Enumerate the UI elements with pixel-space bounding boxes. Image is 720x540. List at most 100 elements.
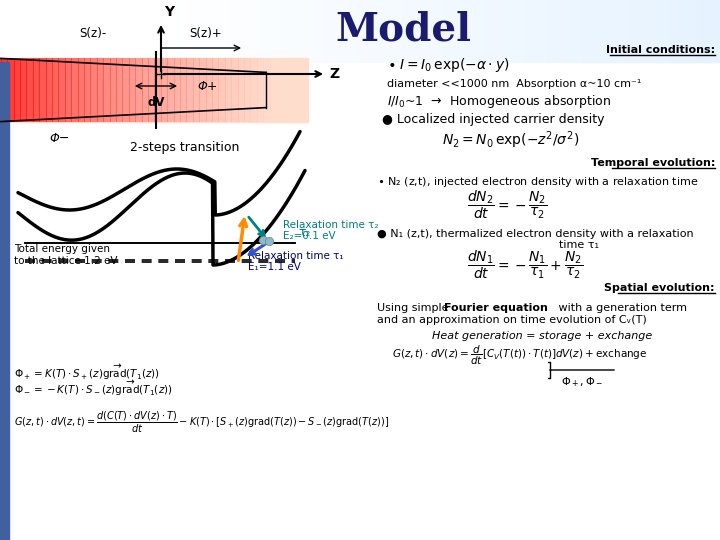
Text: $G(z,t)\cdot dV(z,t) = \dfrac{d(C(T)\cdot dV(z)\cdot T)}{dt} - K(T)\cdot[S_+(z)\: $G(z,t)\cdot dV(z,t) = \dfrac{d(C(T)\cdo… bbox=[14, 409, 390, 435]
Bar bbox=[193, 58, 200, 122]
Bar bbox=[475, 0, 483, 62]
Bar bbox=[288, 0, 296, 62]
Bar bbox=[39, 58, 47, 122]
Bar bbox=[511, 0, 519, 62]
Bar bbox=[691, 0, 699, 62]
Bar bbox=[338, 0, 346, 62]
Bar bbox=[353, 0, 361, 62]
Bar bbox=[439, 0, 447, 62]
Text: Z: Z bbox=[329, 67, 339, 81]
Bar bbox=[264, 58, 271, 122]
Bar bbox=[331, 0, 339, 62]
Bar bbox=[425, 0, 433, 62]
Bar bbox=[698, 0, 706, 62]
Bar bbox=[209, 0, 217, 62]
Bar bbox=[14, 58, 21, 122]
Bar bbox=[504, 0, 512, 62]
Bar bbox=[223, 0, 231, 62]
Bar bbox=[186, 58, 194, 122]
Bar bbox=[677, 0, 685, 62]
Text: $\bullet$ N₂ (z,t), injected electron density with a relaxation time: $\bullet$ N₂ (z,t), injected electron de… bbox=[377, 175, 698, 189]
Text: Heat generation = storage + exchange: Heat generation = storage + exchange bbox=[432, 331, 652, 341]
Bar bbox=[367, 0, 375, 62]
Bar bbox=[167, 58, 175, 122]
Bar bbox=[187, 0, 195, 62]
Bar bbox=[276, 58, 284, 122]
Text: Initial conditions:: Initial conditions: bbox=[606, 45, 715, 55]
Bar bbox=[562, 0, 570, 62]
Text: time τ₁: time τ₁ bbox=[377, 240, 599, 250]
Bar bbox=[180, 58, 187, 122]
Text: Φ−: Φ− bbox=[50, 132, 70, 145]
Text: and an approximation on time evolution of Cᵥ(T): and an approximation on time evolution o… bbox=[377, 315, 647, 325]
Text: Spatial evolution:: Spatial evolution: bbox=[605, 283, 715, 293]
Text: ● N₁ (z,t), thermalized electron density with a relaxation: ● N₁ (z,t), thermalized electron density… bbox=[377, 229, 693, 239]
Bar bbox=[410, 0, 418, 62]
Text: ● Localized injected carrier density: ● Localized injected carrier density bbox=[382, 113, 605, 126]
Bar bbox=[706, 0, 714, 62]
Bar bbox=[0, 58, 308, 122]
Text: Y: Y bbox=[164, 5, 174, 19]
Text: $\Phi_+ = K(T)\cdot S_+(z)\overrightarrow{\mathrm{grad}}(T_1(z))$: $\Phi_+ = K(T)\cdot S_+(z)\overrightarro… bbox=[14, 362, 160, 382]
Bar bbox=[0, 0, 8, 62]
Bar bbox=[142, 58, 149, 122]
Text: Relaxation time τ₂: Relaxation time τ₂ bbox=[283, 220, 379, 230]
Bar bbox=[58, 58, 66, 122]
Bar bbox=[662, 0, 670, 62]
Bar bbox=[161, 58, 168, 122]
Text: with a generation term: with a generation term bbox=[555, 303, 687, 313]
Text: diameter <<1000 nm  Absorption α~10 cm⁻¹: diameter <<1000 nm Absorption α~10 cm⁻¹ bbox=[387, 79, 642, 89]
Bar bbox=[360, 0, 368, 62]
Bar bbox=[713, 0, 720, 62]
Bar bbox=[14, 0, 22, 62]
Text: $\bullet\; I = I_0\,\exp(-\alpha \cdot y)$: $\bullet\; I = I_0\,\exp(-\alpha \cdot y… bbox=[387, 56, 510, 74]
Bar bbox=[79, 0, 87, 62]
Text: Temporal evolution:: Temporal evolution: bbox=[590, 158, 715, 168]
Bar bbox=[33, 58, 40, 122]
Bar bbox=[137, 0, 145, 62]
Text: $N_2 = N_0\,\exp\!\left(-z^2/\sigma^2\right)$: $N_2 = N_0\,\exp\!\left(-z^2/\sigma^2\ri… bbox=[442, 129, 579, 151]
Bar bbox=[7, 58, 14, 122]
Bar bbox=[158, 0, 166, 62]
Bar bbox=[108, 0, 116, 62]
Bar bbox=[590, 0, 598, 62]
Bar bbox=[65, 0, 73, 62]
Text: Total energy given
to the lattice 1.2 eV: Total energy given to the lattice 1.2 eV bbox=[14, 244, 117, 266]
Bar bbox=[218, 58, 226, 122]
Text: τ₂: τ₂ bbox=[298, 226, 310, 240]
Bar bbox=[94, 0, 102, 62]
Bar bbox=[43, 0, 51, 62]
Bar bbox=[58, 0, 66, 62]
Bar bbox=[641, 0, 649, 62]
Bar bbox=[130, 0, 138, 62]
Bar bbox=[194, 0, 202, 62]
Bar bbox=[259, 0, 267, 62]
Text: $\Phi_- = -K(T)\cdot S_-(z)\overrightarrow{\mathrm{grad}}(T_1(z))$: $\Phi_- = -K(T)\cdot S_-(z)\overrightarr… bbox=[14, 378, 173, 398]
Bar bbox=[0, 0, 162, 62]
Bar bbox=[86, 0, 94, 62]
Bar bbox=[454, 0, 462, 62]
Bar bbox=[461, 0, 469, 62]
Text: $\mathit{I/I_0}$~1  →  Homogeneous absorption: $\mathit{I/I_0}$~1 → Homogeneous absorpt… bbox=[387, 92, 611, 110]
Bar bbox=[212, 58, 220, 122]
Text: $G(z,t)\cdot dV(z) = \dfrac{d}{dt}\left[C_V(T(t))\cdot T(t)\right]dV(z) + \mathr: $G(z,t)\cdot dV(z) = \dfrac{d}{dt}\left[… bbox=[392, 343, 647, 367]
Bar bbox=[27, 58, 34, 122]
Bar bbox=[497, 0, 505, 62]
Bar bbox=[612, 0, 620, 62]
Bar bbox=[78, 58, 85, 122]
Bar bbox=[122, 58, 130, 122]
Bar bbox=[281, 0, 289, 62]
Bar bbox=[670, 0, 678, 62]
Bar bbox=[533, 0, 541, 62]
Bar bbox=[274, 0, 282, 62]
Bar bbox=[71, 58, 78, 122]
Bar bbox=[269, 58, 277, 122]
Text: E₂=0.1 eV: E₂=0.1 eV bbox=[283, 231, 336, 241]
Bar bbox=[374, 0, 382, 62]
Bar bbox=[245, 0, 253, 62]
Bar bbox=[482, 0, 490, 62]
Bar bbox=[144, 0, 152, 62]
Bar bbox=[20, 58, 27, 122]
Bar bbox=[231, 58, 238, 122]
Bar bbox=[540, 0, 548, 62]
